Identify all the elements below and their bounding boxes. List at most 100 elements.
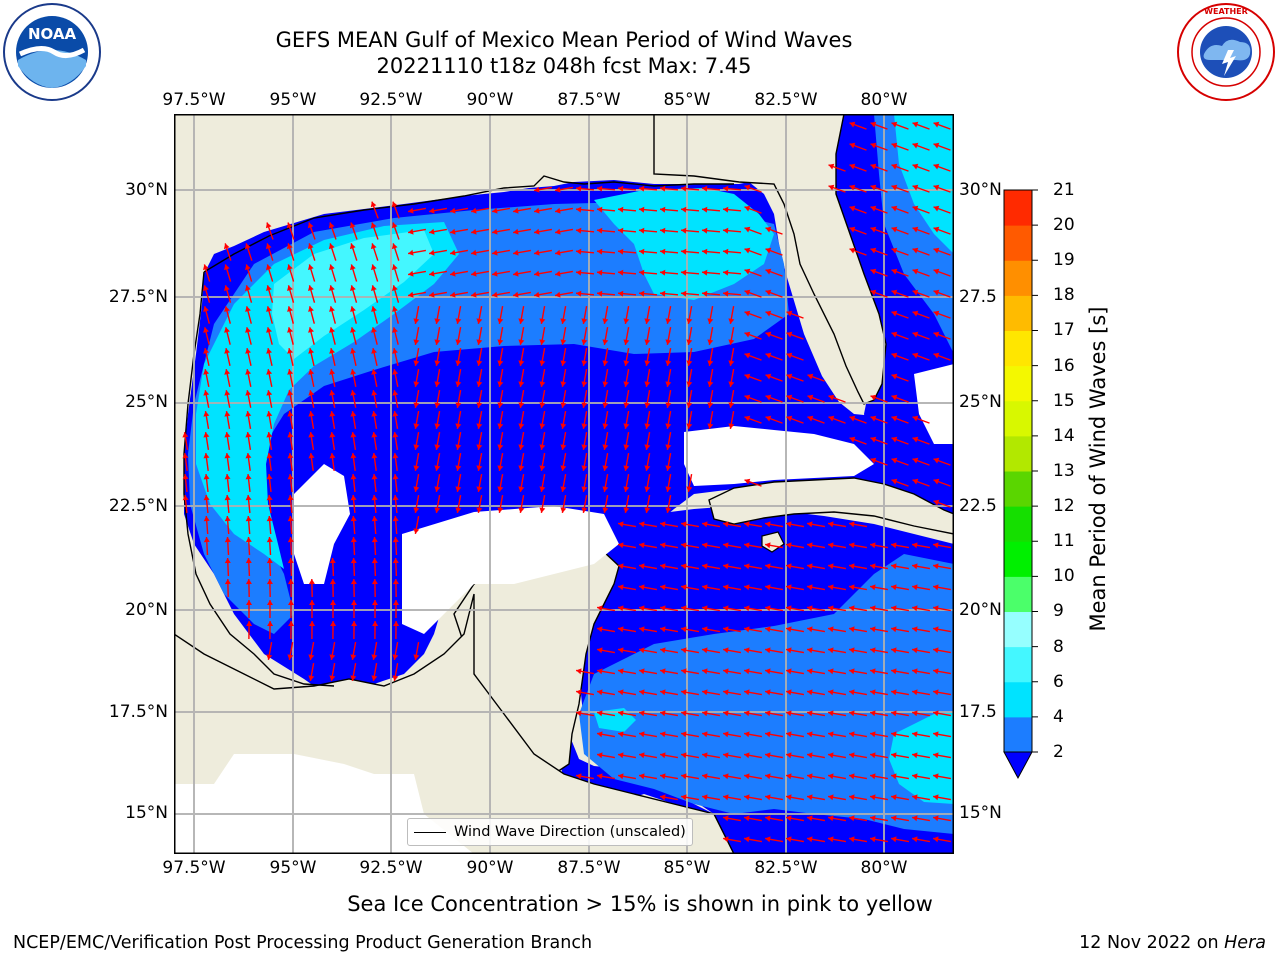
- wave-direction-arrowhead: [471, 291, 477, 298]
- wave-direction-arrowhead: [350, 495, 357, 501]
- wave-direction-arrowhead: [744, 415, 751, 422]
- wave-direction-arrowhead: [702, 248, 708, 255]
- wave-direction-arrowhead: [933, 542, 939, 549]
- wave-direction-arrowhead: [245, 390, 252, 396]
- wave-direction-arrowhead: [618, 521, 624, 528]
- wave-direction-arrowhead: [765, 731, 771, 738]
- wave-direction-arrowhead: [933, 310, 940, 317]
- wave-direction-arrowhead: [639, 731, 645, 738]
- wave-direction-arrowhead: [618, 227, 624, 234]
- wave-direction-arrowhead: [933, 205, 940, 212]
- wave-direction-arrowhead: [618, 269, 624, 276]
- wave-direction-arrowhead: [497, 318, 504, 324]
- wave-direction-arrowhead: [849, 815, 855, 822]
- wave-direction-arrowhead: [413, 423, 420, 429]
- wave-direction-arrowhead: [476, 402, 483, 408]
- wave-direction-arrowhead: [828, 752, 834, 759]
- wave-direction-arrowhead: [392, 432, 399, 438]
- wave-direction-arrowhead: [744, 352, 751, 359]
- wave-direction-arrowhead: [891, 352, 898, 359]
- wave-direction-arrowhead: [434, 507, 441, 513]
- wave-direction-arrowhead: [707, 423, 714, 429]
- wave-direction-arrowhead: [266, 264, 272, 271]
- wave-direction-arrowhead: [287, 390, 294, 396]
- wave-direction-arrowhead: [723, 668, 729, 675]
- wave-direction-arrowhead: [350, 327, 356, 333]
- wave-direction-arrowhead: [744, 584, 750, 591]
- wave-direction-arrowhead: [203, 327, 209, 333]
- wave-direction-arrowhead: [370, 201, 377, 208]
- wave-direction-arrowhead: [266, 516, 273, 522]
- noaa-logo-text: NOAA: [28, 25, 77, 43]
- wave-direction-arrowhead: [308, 453, 315, 459]
- wave-direction-arrowhead: [203, 348, 209, 354]
- wave-direction-arrowhead: [581, 339, 588, 345]
- wave-direction-arrowhead: [765, 815, 771, 822]
- wave-direction-arrowhead: [807, 815, 813, 822]
- wave-direction-arrowhead: [744, 563, 750, 570]
- wave-direction-arrowhead: [891, 626, 897, 633]
- wave-direction-arrowhead: [350, 675, 357, 681]
- wave-direction-arrowhead: [429, 270, 435, 277]
- wave-direction-arrowhead: [413, 381, 420, 387]
- wave-direction-arrowhead: [707, 318, 714, 324]
- wave-direction-arrowhead: [744, 373, 751, 380]
- wave-direction-arrowhead: [429, 207, 435, 214]
- wave-direction-arrowhead: [623, 465, 630, 471]
- wave-direction-arrowhead: [392, 327, 398, 333]
- wave-direction-arrowhead: [891, 247, 898, 254]
- wave-direction-arrowhead: [224, 390, 231, 396]
- wave-direction-arrowhead: [891, 373, 898, 380]
- wave-direction-arrowhead: [371, 537, 378, 543]
- wave-direction-arrowhead: [597, 185, 603, 192]
- wave-direction-arrowhead: [702, 668, 708, 675]
- wave-direction-arrowhead: [266, 654, 273, 660]
- legend-line-icon: [414, 831, 446, 833]
- wave-direction-arrowhead: [702, 563, 708, 570]
- wave-direction-arrowhead: [870, 584, 876, 591]
- wave-direction-arrowhead: [265, 243, 272, 250]
- wave-direction-arrowhead: [555, 207, 561, 214]
- wave-direction-arrowhead: [371, 390, 378, 396]
- wave-direction-arrowhead: [786, 647, 792, 654]
- wave-direction-arrowhead: [287, 474, 294, 480]
- wave-direction-arrowhead: [891, 478, 898, 485]
- wave-direction-arrowhead: [807, 626, 813, 633]
- wave-direction-arrowhead: [639, 752, 645, 759]
- wave-direction-arrowhead: [413, 465, 420, 471]
- wave-direction-arrowhead: [246, 621, 253, 626]
- wave-direction-arrowhead: [413, 339, 420, 345]
- wave-direction-arrowhead: [870, 394, 877, 401]
- colorbar-segment: [1004, 225, 1032, 261]
- wave-direction-arrowhead: [639, 647, 645, 654]
- wave-direction-arrowhead: [287, 579, 294, 585]
- wave-direction-arrowhead: [203, 369, 210, 375]
- wave-direction-arrowhead: [413, 507, 420, 513]
- wave-direction-arrowhead: [581, 402, 588, 408]
- wave-direction-arrowhead: [681, 668, 687, 675]
- wave-direction-arrowhead: [870, 415, 877, 422]
- lon-tick-top: 87.5°W: [557, 90, 621, 110]
- wave-direction-arrowhead: [287, 453, 294, 459]
- wave-direction-arrowhead: [828, 731, 834, 738]
- wave-direction-arrowhead: [702, 269, 708, 276]
- wave-direction-arrowhead: [891, 205, 898, 212]
- colorbar-segment: [1004, 260, 1032, 296]
- wave-direction-arrowhead: [434, 444, 441, 450]
- wave-direction-arrowhead: [870, 205, 877, 212]
- wave-direction-arrowhead: [639, 521, 645, 528]
- wave-direction-arrowhead: [618, 542, 624, 549]
- wave-direction-arrowhead: [933, 752, 939, 759]
- wave-direction-arrowhead: [350, 390, 357, 396]
- wave-direction-arrowhead: [266, 432, 273, 438]
- wave-direction-arrowhead: [807, 773, 813, 780]
- wave-direction-arrowhead: [518, 339, 525, 345]
- florida-land: [653, 114, 887, 405]
- wave-direction-arrowhead: [686, 339, 693, 345]
- wave-direction-arrowhead: [497, 444, 504, 450]
- wave-direction-arrowhead: [371, 432, 378, 438]
- wave-direction-arrowhead: [744, 331, 751, 338]
- wave-direction-arrowhead: [891, 815, 897, 822]
- wave-direction-arrowhead: [623, 381, 630, 387]
- wave-direction-arrowhead: [576, 668, 582, 675]
